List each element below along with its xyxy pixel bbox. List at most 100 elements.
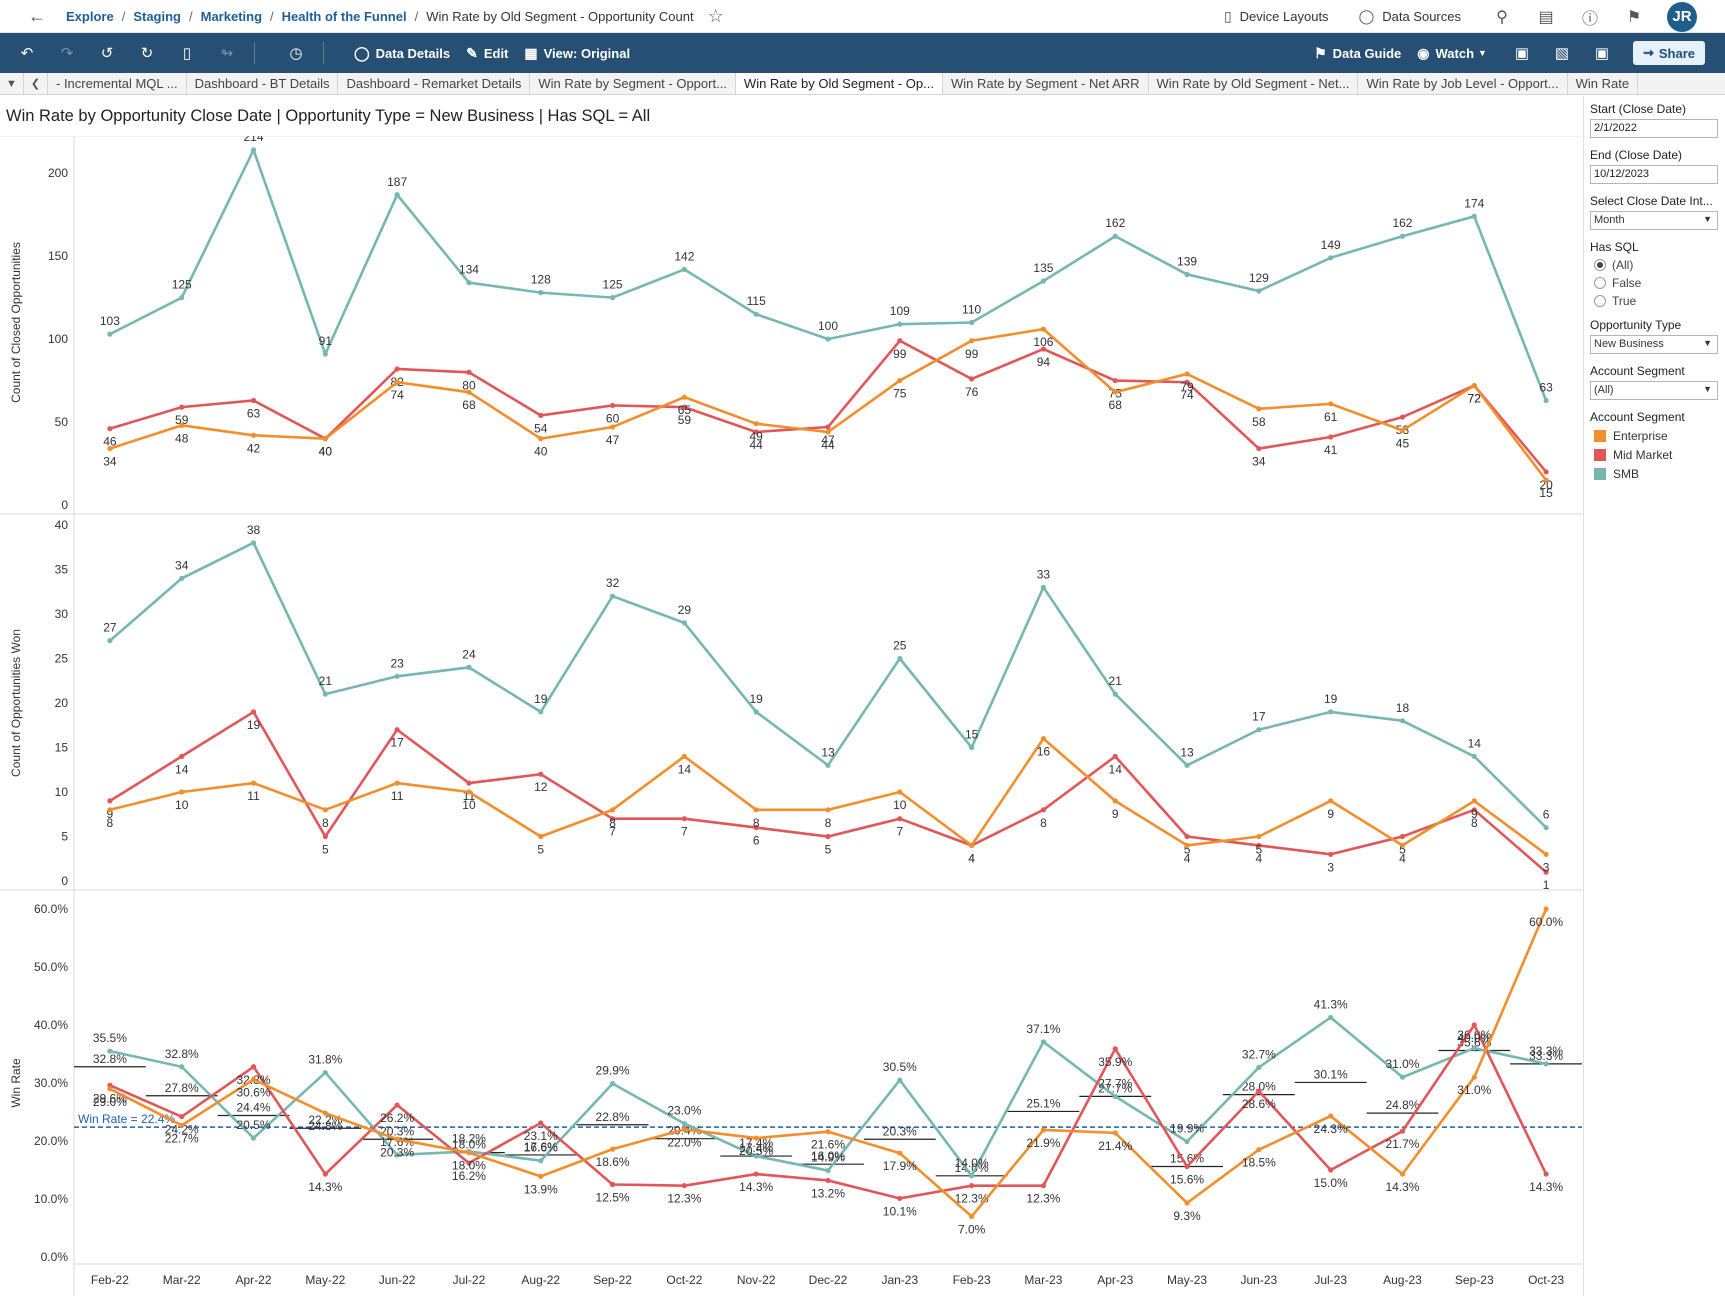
data-point	[1040, 807, 1047, 813]
edit-button[interactable]: ✎ Edit	[466, 45, 508, 62]
data-point	[969, 1183, 975, 1189]
data-sources-link[interactable]: ◯ Data Sources	[1359, 8, 1461, 25]
has-sql-option-all[interactable]: (All)	[1594, 258, 1725, 272]
data-point	[250, 432, 257, 438]
data-details-button[interactable]: ◯ Data Details	[354, 45, 450, 62]
tab-win-rate-old-segment-arr[interactable]: Win Rate by Old Segment - Net...	[1149, 73, 1359, 94]
interval-select[interactable]: Month ▼	[1590, 211, 1718, 230]
data-label: 10	[893, 798, 907, 812]
has-sql-option-false[interactable]: False	[1594, 276, 1725, 290]
view-original-button[interactable]: ▦ View: Original	[524, 45, 630, 62]
revert-icon[interactable]: ↺	[100, 45, 114, 62]
data-label: 20.3%	[380, 1145, 414, 1159]
data-label: 10	[175, 798, 189, 812]
data-point	[753, 709, 759, 715]
has-sql-option-true[interactable]: True	[1594, 294, 1725, 308]
x-tick-label: Oct-22	[666, 1273, 702, 1287]
data-label: 19	[534, 692, 548, 706]
recents-icon[interactable]: ▤	[1538, 8, 1554, 26]
data-point	[538, 709, 544, 715]
fullscreen-icon[interactable]: ▣	[1594, 45, 1610, 62]
tab-menu-caret-icon[interactable]: ▼	[0, 73, 24, 94]
breadcrumb-separator: /	[414, 8, 419, 24]
data-label: 110	[962, 303, 981, 317]
data-label: 47	[606, 433, 620, 447]
data-label: 13	[1180, 745, 1194, 759]
share-button[interactable]: ⇝ Share	[1632, 41, 1705, 65]
user-avatar[interactable]: JR	[1667, 1, 1697, 32]
data-point	[107, 807, 113, 813]
end-date-input[interactable]: 10/12/2023	[1590, 165, 1718, 184]
tab-win-rate-segment-opp[interactable]: Win Rate by Segment - Opport...	[530, 73, 736, 94]
favorite-star-icon[interactable]: ☆	[707, 5, 724, 26]
metrics-icon[interactable]: ◷	[289, 45, 303, 62]
tab-win-rate-job-level[interactable]: Win Rate by Job Level - Opport...	[1358, 73, 1568, 94]
breadcrumb-explore[interactable]: Explore	[66, 8, 114, 24]
tab-incremental-mql[interactable]: - Incremental MQL ...	[48, 73, 187, 94]
data-label: 34	[175, 558, 189, 572]
data-label: 23	[390, 656, 404, 670]
breadcrumb-staging[interactable]: Staging	[133, 8, 181, 24]
data-label: 41	[1324, 443, 1338, 457]
data-label: 58	[1252, 415, 1266, 429]
tab-win-rate-segment-arr[interactable]: Win Rate by Segment - Net ARR	[943, 73, 1149, 94]
radio-icon	[1594, 295, 1606, 307]
interval-value: Month	[1594, 214, 1625, 226]
data-guide-button[interactable]: ⚑ Data Guide	[1314, 45, 1401, 62]
breadcrumb-marketing[interactable]: Marketing	[200, 8, 263, 24]
data-point	[609, 1181, 616, 1188]
x-tick-label: May-23	[1167, 1273, 1207, 1287]
data-label: 14.3%	[739, 1180, 773, 1194]
data-point	[753, 1171, 759, 1177]
comments-icon[interactable]: ▣	[1514, 45, 1530, 62]
data-point	[1256, 727, 1262, 733]
data-point	[1471, 798, 1477, 804]
watch-button[interactable]: ◉ Watch ▼	[1417, 45, 1487, 62]
download-icon[interactable]: ▧	[1554, 45, 1570, 62]
tab-win-rate-old-segment-opp[interactable]: Win Rate by Old Segment - Op...	[735, 73, 943, 94]
database-icon: ◯	[354, 44, 370, 61]
back-arrow-icon[interactable]: ←	[28, 5, 46, 26]
pause-updates-icon[interactable]: ▯	[182, 45, 192, 62]
data-label: 15	[1539, 486, 1553, 500]
data-label: 11	[391, 789, 404, 803]
data-label: 27.7%	[1098, 1076, 1132, 1090]
legend-swatch	[1594, 449, 1606, 461]
device-layouts-link[interactable]: ▯ Device Layouts	[1224, 8, 1329, 25]
data-label: 4	[1184, 851, 1191, 865]
pencil-icon: ✎	[466, 44, 478, 61]
data-point	[1328, 434, 1334, 440]
period-average-label: 28.0%	[1242, 1080, 1276, 1094]
tab-remarket-details[interactable]: Dashboard - Remarket Details	[338, 73, 531, 94]
tab-win-rate[interactable]: Win Rate	[1568, 73, 1639, 94]
data-label: 41.3%	[1314, 997, 1348, 1011]
data-point	[1184, 842, 1190, 849]
legend-label: SMB	[1613, 467, 1640, 481]
help-icon[interactable]: ⓘ	[1581, 10, 1598, 28]
legend-item-smb[interactable]: SMB	[1594, 467, 1725, 481]
bell-icon[interactable]: ⚑	[1626, 8, 1642, 26]
data-point	[107, 331, 113, 337]
y-tick-label: 50	[55, 415, 69, 429]
data-label: 68	[462, 398, 476, 412]
breadcrumb-health-of-funnel[interactable]: Health of the Funnel	[281, 8, 407, 24]
opportunity-type-select[interactable]: New Business ▼	[1590, 335, 1718, 354]
tab-scroll-left-icon[interactable]: ❮	[24, 73, 48, 94]
data-label: 18	[1396, 701, 1410, 715]
legend-item-enterprise[interactable]: Enterprise	[1594, 429, 1725, 443]
x-tick-label: Sep-22	[593, 1273, 632, 1287]
data-label: 174	[1464, 196, 1484, 210]
data-label: 42	[247, 441, 261, 455]
data-point	[538, 412, 544, 419]
data-point	[394, 673, 400, 679]
tab-bt-details[interactable]: Dashboard - BT Details	[187, 73, 339, 94]
data-label: 31.8%	[308, 1053, 342, 1067]
undo-icon[interactable]: ↶	[20, 45, 34, 62]
search-icon[interactable]: ⚲	[1496, 8, 1508, 26]
account-segment-select[interactable]: (All) ▼	[1590, 381, 1718, 400]
refresh-data-icon[interactable]: ↻	[140, 45, 154, 62]
legend-item-mid-market[interactable]: Mid Market	[1594, 448, 1725, 462]
data-point	[897, 655, 903, 662]
view-icon: ▦	[524, 44, 538, 61]
start-date-input[interactable]: 2/1/2022	[1590, 119, 1718, 138]
